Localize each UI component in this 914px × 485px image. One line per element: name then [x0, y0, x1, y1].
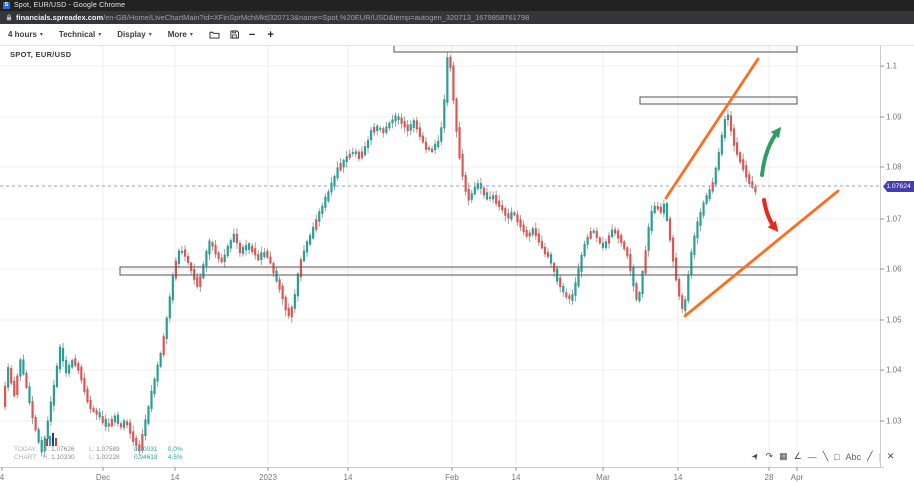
time-tick-label: Mar [596, 473, 610, 482]
chart-stats-row: CHART: H: 1.10330 L: 1.02228 0.04618 4.5… [14, 454, 183, 462]
url-domain[interactable]: financials.spreadex.com [16, 13, 104, 22]
ray-icon[interactable]: ╱ [867, 451, 873, 461]
zoom-in-button[interactable]: + [267, 28, 274, 41]
time-tick-label: 28 [765, 473, 774, 482]
close-icon[interactable]: ✕ [886, 451, 895, 461]
time-tick-label: 14 [512, 473, 521, 482]
lower-ascending-trendline[interactable] [683, 189, 840, 318]
today-change-pct: 0.0% [167, 446, 183, 453]
price-tick-label: 1.07 [886, 215, 902, 224]
time-tick-label: Dec [96, 473, 110, 482]
resistance-zone-mid[interactable] [639, 96, 798, 105]
pointer-icon[interactable]: ➤ [749, 450, 762, 463]
price-tick-label: 1.04 [886, 366, 902, 375]
address-bar[interactable]: financials.spreadex.com /en-GB/Home/Live… [0, 11, 914, 24]
time-tick-label: 14 [344, 473, 353, 482]
save-icon[interactable] [230, 30, 239, 39]
zoom-out-button[interactable]: − [248, 28, 256, 41]
spreadex-favicon: S [3, 2, 10, 9]
drawing-toolbar: ➤ ↷ ▦ ∠ — ╲ □ Abc ╱ | ✕ [749, 450, 900, 463]
price-tick-label: 1.03 [886, 417, 902, 426]
chart-change-pct: 4.5% [167, 454, 183, 461]
session-stats: TODAY: H: 1.07626 L: 1.07589 0.00031 0.0… [14, 446, 183, 462]
text-tool-icon[interactable]: Abc [845, 451, 862, 462]
more-label: More [167, 30, 187, 39]
time-tick-label: 2023 [259, 473, 277, 482]
chart-low-value: 1.02228 [96, 454, 120, 461]
timeframe-label: 4 hours [8, 30, 37, 39]
window-titlebar: S Spot, EUR/USD - Google Chrome [0, 0, 914, 11]
steep-ascending-trendline[interactable] [664, 57, 760, 200]
price-tick-label: 1.05 [886, 316, 902, 325]
chart-logo-icon [46, 433, 58, 446]
toolbar-separator: | [878, 451, 881, 462]
last-price-badge: 1.07624 [883, 181, 914, 192]
bullish-scenario-arrow[interactable] [760, 126, 782, 177]
fan-lines-icon[interactable]: ∠ [793, 451, 802, 461]
grid-icon[interactable]: ▦ [779, 451, 788, 461]
technical-menu[interactable]: Technical ▾ [59, 30, 101, 39]
symbol-label: SPOT, EUR/USD [10, 50, 72, 59]
price-tick-label: 1.1 [886, 62, 898, 71]
time-tick-label: 14 [674, 473, 683, 482]
support-zone[interactable] [119, 266, 798, 276]
time-tick-label: Feb [445, 473, 459, 482]
today-stats-row: TODAY: H: 1.07626 L: 1.07589 0.00031 0.0… [14, 446, 183, 454]
resistance-zone-high[interactable] [393, 44, 798, 53]
high-label: H: [42, 454, 50, 461]
price-tick-label: 1.09 [886, 113, 902, 122]
chevron-down-icon: ▾ [189, 32, 193, 38]
timeframe-menu[interactable]: 4 hours ▾ [8, 30, 43, 39]
more-menu[interactable]: More ▾ [168, 30, 193, 39]
chart-toolbar: 4 hours ▾ Technical ▾ Display ▾ More ▾ [0, 24, 914, 46]
chart-high-value: 1.10330 [51, 454, 75, 461]
url-path[interactable]: /en-GB/Home/LiveChartMain?id=XFinSprMchM… [103, 13, 530, 22]
chevron-down-icon: ▾ [98, 32, 102, 38]
today-change-value: 0.00031 [133, 446, 158, 453]
display-menu[interactable]: Display ▾ [117, 30, 151, 39]
technical-label: Technical [58, 30, 96, 39]
chart-label: CHART: [14, 454, 38, 461]
low-label: L: [88, 454, 95, 461]
chevron-down-icon: ▾ [39, 32, 43, 38]
open-folder-icon[interactable] [209, 30, 220, 39]
window-title: Spot, EUR/USD - Google Chrome [14, 2, 126, 9]
today-high-value: 1.07626 [51, 446, 75, 453]
price-tick-label: 1.06 [886, 265, 902, 274]
time-tick-label: 14 [171, 473, 180, 482]
price-tick-label: 1.08 [886, 163, 902, 172]
low-label: L: [88, 446, 95, 453]
chart-change-value: 0.04618 [133, 454, 158, 461]
today-low-value: 1.07589 [96, 446, 120, 453]
time-tick-label: 4 [0, 473, 5, 482]
time-tick-label: Apr [791, 473, 804, 482]
chevron-down-icon: ▾ [148, 32, 152, 38]
redo-arrow-icon[interactable]: ↷ [765, 451, 774, 461]
candles [4, 51, 757, 457]
display-label: Display [117, 30, 146, 39]
horizontal-line-icon[interactable]: — [807, 451, 817, 462]
trend-line-icon[interactable]: ╲ [822, 451, 829, 461]
lock-icon [6, 14, 12, 21]
today-label: TODAY: [14, 446, 38, 453]
high-label: H: [42, 446, 50, 453]
bearish-scenario-arrow[interactable] [762, 198, 779, 233]
rectangle-icon[interactable]: □ [834, 451, 840, 462]
